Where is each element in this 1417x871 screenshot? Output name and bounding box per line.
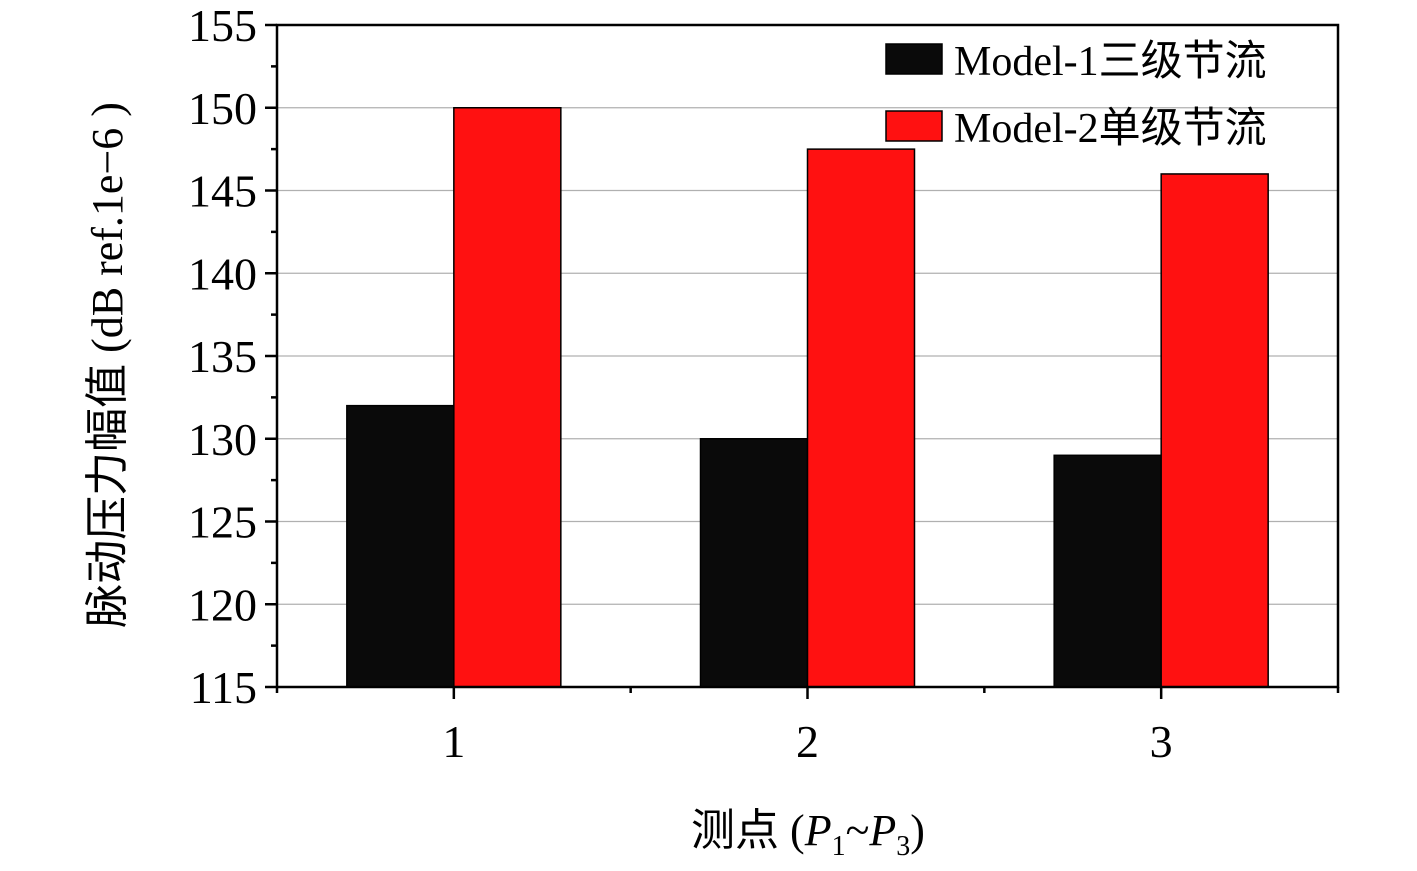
y-tick-label: 140 [188, 248, 257, 299]
y-tick-label: 155 [188, 0, 257, 51]
x-axis-title: 测点 (P1~P3) [691, 806, 925, 862]
y-tick-label: 120 [188, 579, 257, 630]
legend-swatch-model-1 [885, 43, 943, 75]
x-title-sub-first: 1 [832, 831, 846, 862]
legend-swatch-model-2 [885, 110, 943, 142]
legend-label-model-1: Model-1三级节流 [954, 39, 1267, 85]
legend: Model-1三级节流 Model-2单级节流 [885, 39, 1267, 152]
x-tick-label: 1 [442, 716, 465, 767]
y-tick-label: 125 [188, 497, 257, 548]
y-tick-label: 115 [190, 662, 257, 713]
bar-series-1-cat-1 [346, 404, 455, 688]
bar-series-2-cat-1 [453, 107, 562, 688]
x-title-prefix: 测点 ( [691, 806, 805, 855]
y-tick-label: 145 [188, 166, 257, 217]
bar-series-1-cat-2 [699, 438, 809, 688]
x-title-suffix: ) [910, 806, 925, 855]
x-ticks: 1 2 3 [275, 687, 1340, 767]
y-axis-title: 脉动压力幅值 (dB ref.1e−6 ) [83, 102, 132, 628]
y-tick-label: 130 [188, 414, 257, 465]
x-tick-label: 2 [796, 716, 819, 767]
legend-label-model-2: Model-2单级节流 [954, 106, 1267, 152]
y-tick-label: 135 [188, 331, 257, 382]
bar-series-2-cat-3 [1160, 173, 1269, 688]
y-ticks: 115 120 125 130 135 140 145 150 155 [188, 0, 277, 713]
x-tick-label: 3 [1150, 716, 1173, 767]
bar-series-2-cat-2 [806, 148, 916, 688]
y-tick-label: 150 [188, 83, 257, 134]
bar-series-1-cat-3 [1053, 454, 1162, 688]
bars [346, 107, 1269, 688]
x-title-tilde: ~ [846, 806, 870, 855]
x-title-p-last: P [868, 806, 896, 855]
x-title-sub-last: 3 [896, 831, 910, 862]
x-title-p-first: P [804, 806, 832, 855]
